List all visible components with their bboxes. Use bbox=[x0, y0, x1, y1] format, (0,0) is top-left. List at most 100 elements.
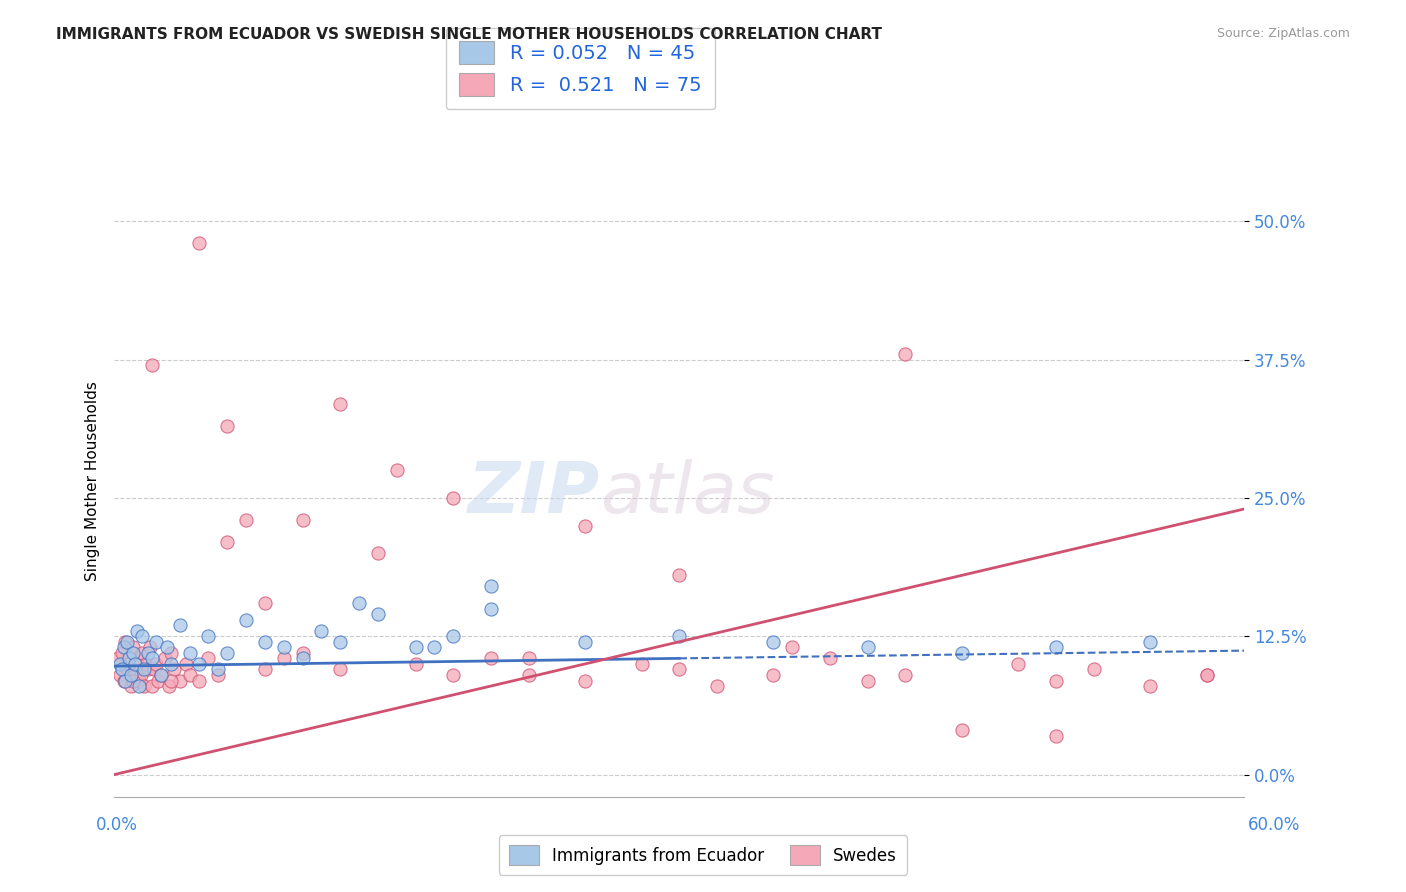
Point bbox=[1195, 668, 1218, 682]
Point bbox=[574, 634, 596, 648]
Point bbox=[405, 640, 427, 655]
Point bbox=[197, 629, 219, 643]
Point bbox=[894, 668, 917, 682]
Point bbox=[1007, 657, 1029, 671]
Point bbox=[107, 651, 129, 665]
Point bbox=[141, 358, 163, 372]
Point bbox=[329, 397, 352, 411]
Point bbox=[1139, 634, 1161, 648]
Point bbox=[385, 463, 408, 477]
Point bbox=[291, 513, 314, 527]
Point bbox=[179, 668, 201, 682]
Point bbox=[131, 629, 153, 643]
Point bbox=[1139, 679, 1161, 693]
Point bbox=[517, 651, 540, 665]
Point bbox=[134, 662, 156, 676]
Text: Source: ZipAtlas.com: Source: ZipAtlas.com bbox=[1216, 27, 1350, 40]
Point bbox=[273, 651, 295, 665]
Point bbox=[253, 596, 276, 610]
Point bbox=[197, 651, 219, 665]
Point bbox=[159, 673, 181, 688]
Text: 60.0%: 60.0% bbox=[1249, 816, 1301, 834]
Point bbox=[1195, 668, 1218, 682]
Point bbox=[329, 662, 352, 676]
Point bbox=[818, 651, 841, 665]
Point bbox=[1045, 640, 1067, 655]
Text: 0.0%: 0.0% bbox=[96, 816, 138, 834]
Point bbox=[207, 662, 229, 676]
Point bbox=[441, 629, 464, 643]
Point bbox=[141, 679, 163, 693]
Point bbox=[150, 668, 173, 682]
Point bbox=[574, 518, 596, 533]
Point bbox=[479, 651, 502, 665]
Point bbox=[762, 634, 785, 648]
Point bbox=[163, 662, 186, 676]
Point bbox=[762, 668, 785, 682]
Point bbox=[207, 668, 229, 682]
Point bbox=[706, 679, 728, 693]
Point bbox=[156, 640, 179, 655]
Point bbox=[217, 646, 239, 660]
Point bbox=[111, 646, 134, 660]
Point bbox=[108, 668, 131, 682]
Point bbox=[128, 673, 150, 688]
Point bbox=[111, 662, 134, 676]
Point bbox=[153, 651, 176, 665]
Point bbox=[950, 646, 973, 660]
Legend: Immigrants from Ecuador, Swedes: Immigrants from Ecuador, Swedes bbox=[499, 836, 907, 875]
Point bbox=[668, 568, 690, 582]
Point bbox=[187, 657, 209, 671]
Point bbox=[311, 624, 333, 638]
Point bbox=[517, 668, 540, 682]
Point bbox=[134, 679, 156, 693]
Point bbox=[112, 640, 135, 655]
Point bbox=[145, 657, 167, 671]
Point bbox=[136, 662, 159, 676]
Point bbox=[856, 673, 879, 688]
Point bbox=[122, 640, 145, 655]
Point bbox=[118, 657, 141, 671]
Point bbox=[159, 646, 181, 660]
Point bbox=[145, 634, 167, 648]
Text: atlas: atlas bbox=[600, 459, 775, 528]
Point bbox=[253, 634, 276, 648]
Point bbox=[146, 673, 169, 688]
Point bbox=[441, 491, 464, 505]
Point bbox=[120, 679, 142, 693]
Point bbox=[159, 657, 181, 671]
Point bbox=[856, 640, 879, 655]
Point bbox=[174, 657, 197, 671]
Point bbox=[187, 673, 209, 688]
Point bbox=[122, 646, 145, 660]
Point bbox=[273, 640, 295, 655]
Point bbox=[120, 668, 142, 682]
Point bbox=[347, 596, 370, 610]
Point bbox=[157, 679, 180, 693]
Point bbox=[1045, 673, 1067, 688]
Point bbox=[187, 236, 209, 251]
Point bbox=[253, 662, 276, 676]
Point bbox=[291, 646, 314, 660]
Point bbox=[142, 662, 165, 676]
Point bbox=[1083, 662, 1105, 676]
Point bbox=[128, 679, 150, 693]
Point bbox=[668, 629, 690, 643]
Point bbox=[235, 513, 257, 527]
Y-axis label: Single Mother Households: Single Mother Households bbox=[86, 382, 100, 582]
Point bbox=[117, 662, 139, 676]
Point bbox=[124, 668, 146, 682]
Point bbox=[131, 646, 153, 660]
Point bbox=[1045, 729, 1067, 743]
Text: ZIP: ZIP bbox=[468, 459, 600, 528]
Point bbox=[118, 651, 141, 665]
Point bbox=[125, 624, 148, 638]
Point bbox=[114, 673, 136, 688]
Point bbox=[405, 657, 427, 671]
Point bbox=[894, 347, 917, 361]
Point bbox=[235, 613, 257, 627]
Point bbox=[217, 419, 239, 434]
Point bbox=[950, 723, 973, 738]
Point bbox=[108, 657, 131, 671]
Point bbox=[479, 579, 502, 593]
